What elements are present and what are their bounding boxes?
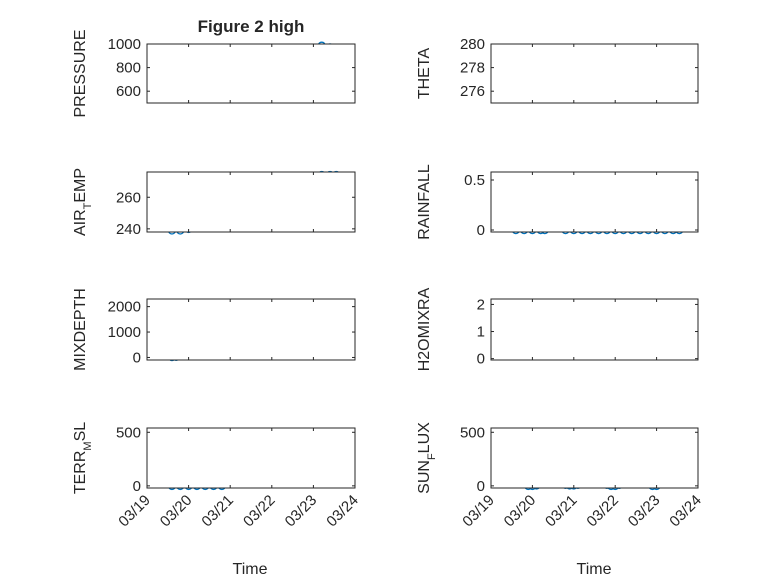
h2omixra-axes-frame xyxy=(490,298,699,361)
subplot-pressure: 600 800 1000 PRESSURE Figure 2 high xyxy=(72,17,356,118)
y-tick-label: 260 xyxy=(116,189,141,206)
y-tick-label: 0 xyxy=(133,478,141,495)
subplot-air-temp: 240 260 AIRTEMP xyxy=(72,168,356,238)
y-tick-label: 800 xyxy=(116,60,141,77)
x-tick-label: 03/23 xyxy=(282,492,321,531)
y-tick-label: 0 xyxy=(477,222,485,239)
y-tick-label: 1000 xyxy=(108,36,141,53)
x-tick-label: 03/23 xyxy=(625,492,664,531)
x-tick-label: 03/24 xyxy=(666,492,705,531)
y-tick-label: 278 xyxy=(460,60,485,77)
x-axis-label-left: Time xyxy=(233,561,268,578)
y-tick-label: 0.5 xyxy=(464,172,485,189)
x-tick-label: 03/24 xyxy=(323,492,362,531)
y-tick-label: 2 xyxy=(477,296,485,313)
sun-flux-axes-frame xyxy=(490,427,699,489)
y-tick-label: 1000 xyxy=(108,324,141,341)
x-axis-label-right: Time xyxy=(577,561,612,578)
rainfall-y-axis-label: RAINFALL xyxy=(416,164,433,240)
x-tick-label: 03/19 xyxy=(459,492,498,531)
theta-axes-frame xyxy=(490,43,699,104)
y-tick-label: 276 xyxy=(460,83,485,100)
air-temp-y-axis-label: AIRTEMP xyxy=(72,168,94,236)
x-tick-label: 03/21 xyxy=(198,492,237,531)
h2omixra-y-axis-label: H2OMIXRA xyxy=(416,287,433,371)
y-tick-label: 280 xyxy=(460,36,485,53)
y-tick-label: 240 xyxy=(116,221,141,238)
sun-flux-y-axis-label: SUNFLUX xyxy=(416,422,438,494)
subplot-theta: 276 278 280 THETA xyxy=(416,36,699,104)
y-tick-label: 0 xyxy=(477,478,485,495)
y-tick-label: 500 xyxy=(116,424,141,441)
rainfall-axes-frame xyxy=(490,171,699,233)
mixdepth-axes-frame xyxy=(146,298,356,361)
x-tick-label: 03/20 xyxy=(157,492,196,531)
subplot-rainfall: 0 0.5 RAINFALL xyxy=(416,164,699,240)
x-tick-label: 03/22 xyxy=(583,492,622,531)
figure-title: Figure 2 high xyxy=(198,17,305,36)
x-tick-label: 03/21 xyxy=(542,492,581,531)
terr-msl-axes-frame xyxy=(146,427,356,489)
y-tick-label: 0 xyxy=(133,349,141,366)
subplot-mixdepth: 0 1000 2000 MIXDEPTH xyxy=(72,288,356,371)
pressure-y-axis-label: PRESSURE xyxy=(72,29,89,117)
x-tick-label: 03/22 xyxy=(240,492,279,531)
x-tick-label: 03/19 xyxy=(115,492,154,531)
x-tick-label: 03/20 xyxy=(501,492,540,531)
y-tick-label: 1 xyxy=(477,324,485,341)
subplot-sun-flux: 03/19 03/20 03/21 03/22 03/23 03/24 0 500 SUNFLU… xyxy=(416,422,705,531)
subplot-terr-msl: 03/19 03/20 03/21 03/22 03/23 03/24 0 500 TERRMS… xyxy=(72,422,362,531)
pressure-axes-frame xyxy=(146,43,356,104)
y-tick-label: 2000 xyxy=(108,299,141,316)
subplot-h2omixra: 0 1 2 H2OMIXRA xyxy=(416,287,699,371)
air-temp-axes-frame xyxy=(146,171,356,233)
y-tick-label: 600 xyxy=(116,83,141,100)
mixdepth-y-axis-label: MIXDEPTH xyxy=(72,288,89,371)
y-tick-label: 0 xyxy=(477,351,485,368)
theta-y-axis-label: THETA xyxy=(416,48,433,100)
terr-msl-y-axis-label: TERRMSL xyxy=(72,422,94,494)
y-tick-label: 500 xyxy=(460,424,485,441)
